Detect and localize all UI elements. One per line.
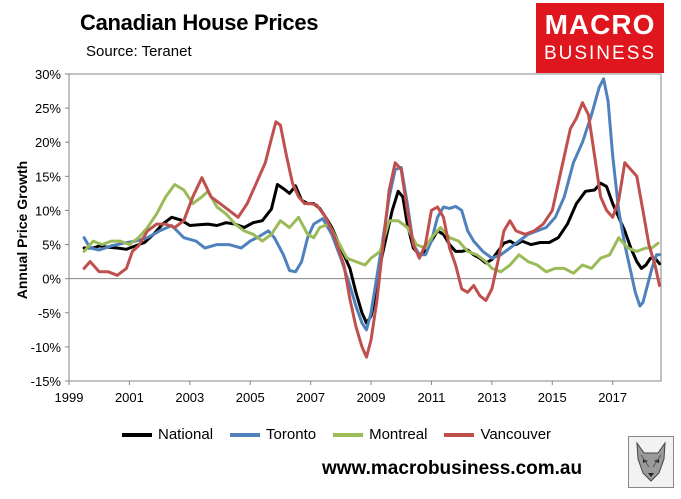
legend-item-montreal: Montreal — [333, 426, 427, 443]
chart-legend: National Toronto Montreal Vancouver — [122, 426, 568, 443]
wolf-icon — [628, 436, 674, 488]
legend-item-toronto: Toronto — [230, 426, 316, 443]
x-tick-label: 2017 — [598, 390, 627, 405]
y-tick-label: 0% — [42, 272, 61, 287]
y-tick-label: -15% — [31, 374, 62, 389]
logo-line-1: MACRO — [544, 9, 656, 40]
y-tick-label: 5% — [42, 238, 61, 253]
logo-line-2: BUSINESS — [543, 43, 657, 64]
series-line-montreal — [82, 183, 660, 275]
chart-title: Canadian House Prices — [80, 10, 319, 35]
website-url: www.macrobusiness.com.au — [322, 458, 583, 479]
chart-subtitle: Source: Teranet — [86, 43, 192, 60]
x-tick-label: 2013 — [477, 390, 506, 405]
legend-label: Montreal — [369, 426, 428, 443]
legend-label: Vancouver — [480, 426, 552, 443]
y-tick-label: 10% — [35, 203, 61, 218]
series-line-vancouver — [82, 101, 661, 359]
x-tick-label: 2005 — [236, 390, 265, 405]
series-line-national — [82, 181, 661, 325]
y-tick-label: 30% — [35, 67, 61, 82]
x-tick-label: 2015 — [538, 390, 567, 405]
x-tick-label: 2011 — [417, 390, 445, 405]
y-tick-label: 25% — [35, 101, 61, 116]
legend-swatch — [333, 432, 364, 437]
x-tick-label: 2001 — [115, 390, 144, 405]
y-tick-label: -10% — [31, 340, 62, 355]
y-tick-label: 15% — [35, 169, 61, 184]
macrobusiness-logo: MACRO BUSINESS — [536, 3, 664, 73]
legend-label: Toronto — [266, 426, 317, 443]
legend-item-vancouver: Vancouver — [444, 426, 551, 443]
plot-area-border — [68, 73, 662, 382]
series-line-toronto — [82, 77, 661, 332]
x-tick-label: 2003 — [175, 390, 204, 405]
y-tick-label: -5% — [38, 306, 62, 321]
x-tick-label: 2007 — [296, 390, 325, 405]
x-tick-label: 1999 — [55, 390, 84, 405]
legend-swatch — [444, 432, 475, 437]
legend-label: National — [158, 426, 214, 443]
x-tick-label: 2009 — [357, 390, 386, 405]
y-tick-label: 20% — [35, 135, 61, 150]
legend-swatch — [122, 432, 152, 437]
legend-swatch — [230, 432, 261, 437]
legend-item-national: National — [122, 426, 213, 443]
